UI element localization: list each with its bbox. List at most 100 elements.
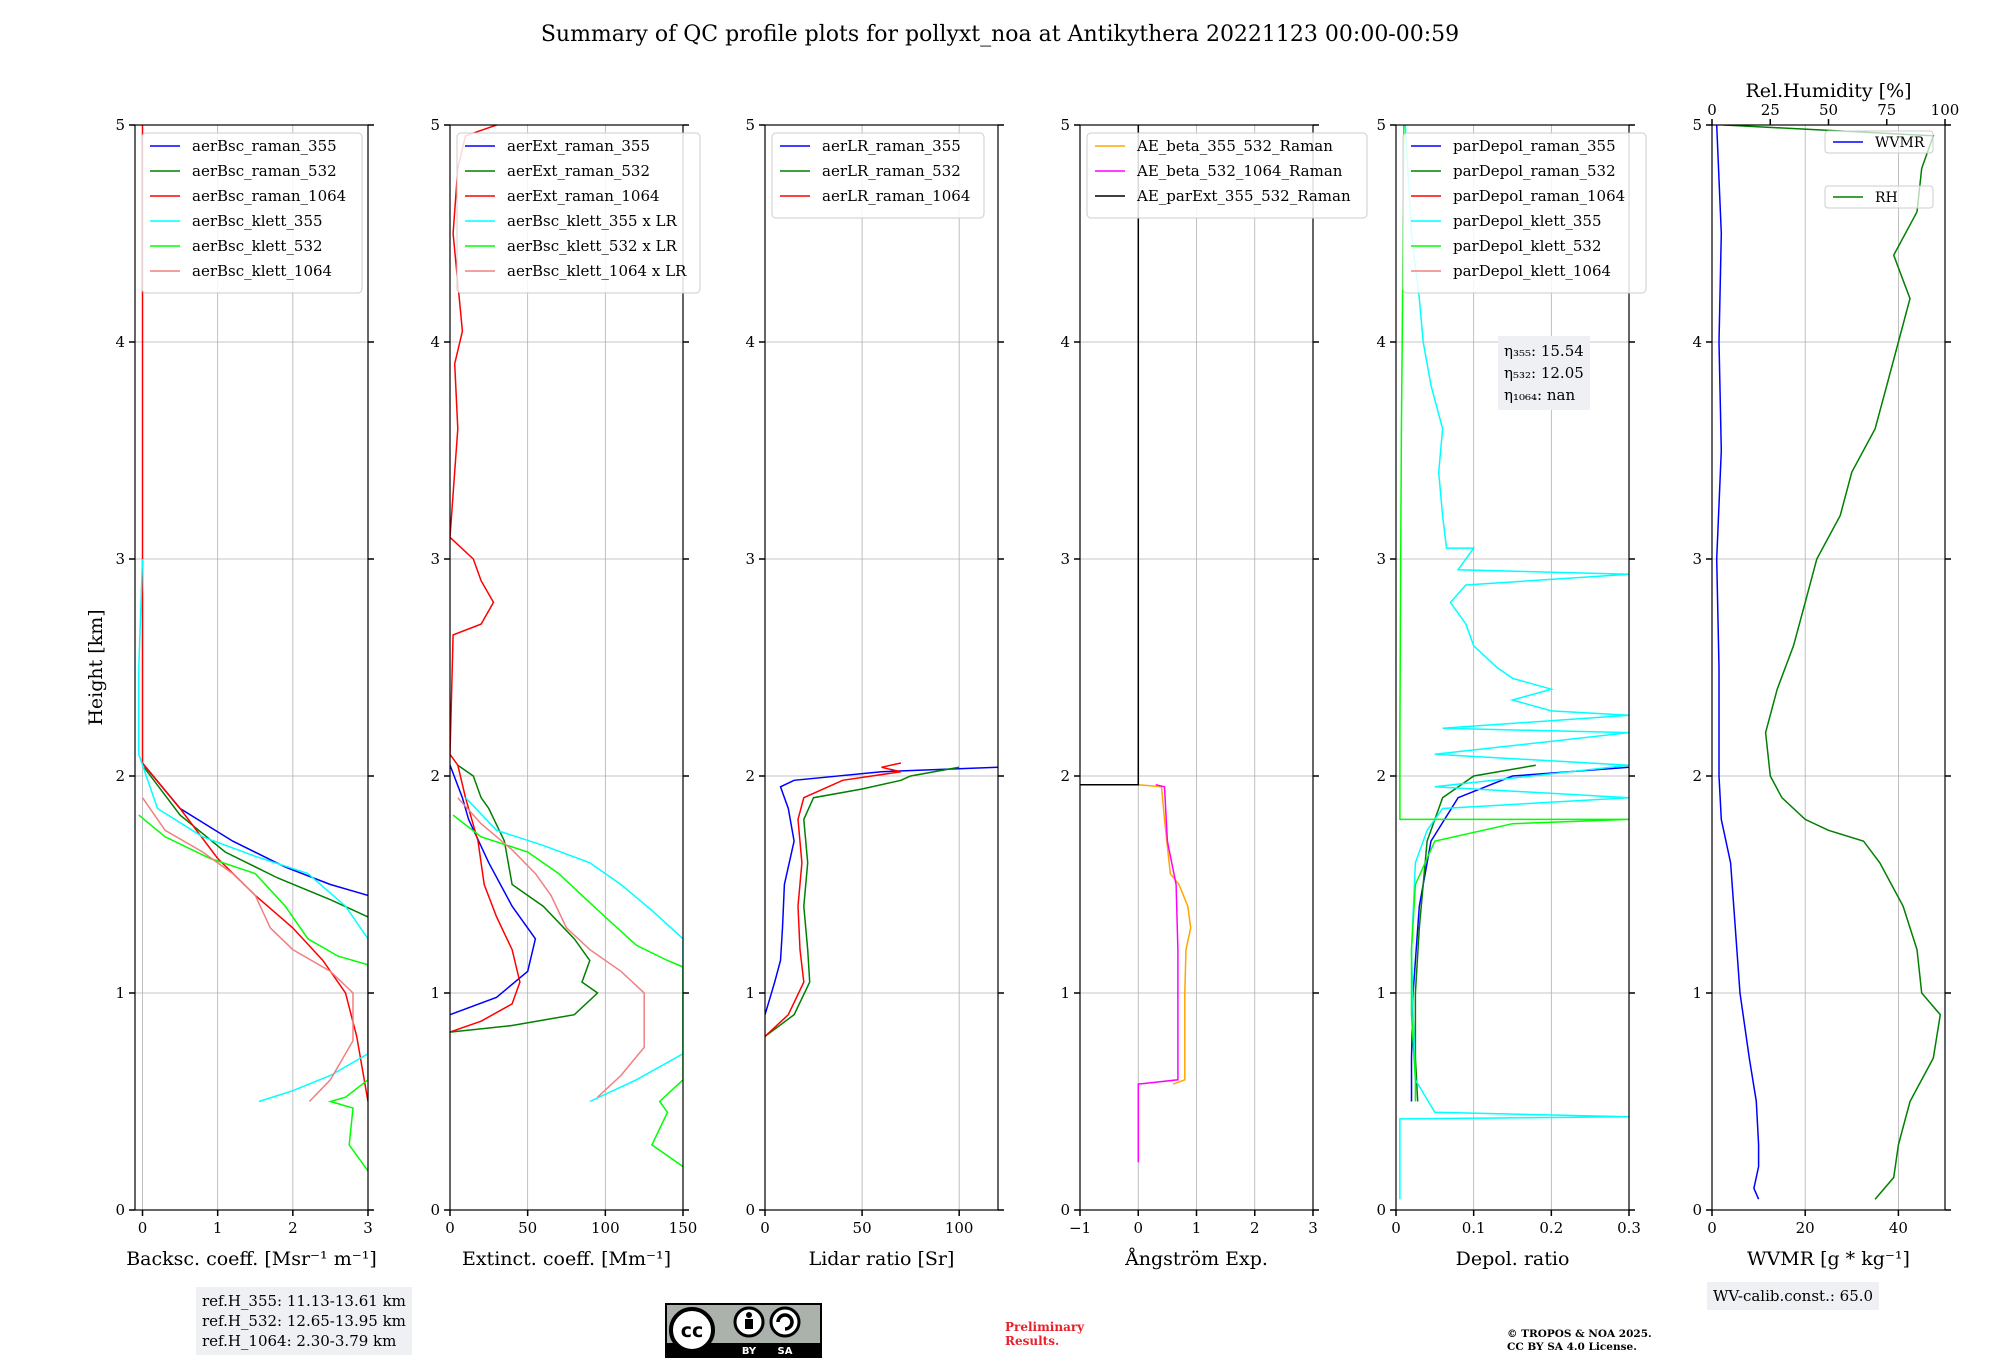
y-tick-label: 5 <box>1692 116 1702 134</box>
x2-tick-label: 75 <box>1877 101 1896 119</box>
ref-height-box: ref.H_355: 11.13-13.61 km ref.H_532: 12.… <box>196 1287 412 1355</box>
axes-frame <box>134 124 369 1211</box>
legend-label: aerBsc_raman_532 <box>192 162 337 180</box>
x-tick-label: 3 <box>363 1219 373 1237</box>
y-tick-label: 0 <box>430 1201 440 1219</box>
x-axis-label: Lidar ratio [Sr] <box>809 1248 955 1270</box>
y-tick-label: 0 <box>745 1201 755 1219</box>
series-line-aerBsc_klett_1064 x LR <box>457 797 645 1098</box>
series-group <box>1715 125 1942 1200</box>
y-tick-label: 3 <box>430 550 440 568</box>
y-tick-label: 1 <box>430 984 440 1002</box>
y-tick-label: 3 <box>1060 550 1070 568</box>
preliminary-line-2: Results. <box>1005 1334 1060 1348</box>
preliminary-note: Preliminary Results. <box>1005 1320 1084 1348</box>
x-tick-label: 40 <box>1889 1219 1908 1237</box>
x-axis-label: Extinct. coeff. [Mm⁻¹] <box>462 1248 671 1270</box>
legend-label: parDepol_raman_355 <box>1453 137 1616 155</box>
y-tick-label: 3 <box>115 550 125 568</box>
y-tick-label: 5 <box>1376 116 1386 134</box>
y-tick-label: 4 <box>745 333 755 351</box>
y-tick-label: 5 <box>1060 116 1070 134</box>
eta-355: η₃₅₅: 15.54 <box>1504 342 1584 360</box>
x2-tick-label: 25 <box>1761 101 1780 119</box>
eta-532: η₅₃₂: 12.05 <box>1504 364 1584 382</box>
x2-tick-label: 100 <box>1931 101 1960 119</box>
x-tick-label: 50 <box>518 1219 537 1237</box>
x-tick-label: 0 <box>760 1219 770 1237</box>
legend-label: aerExt_raman_1064 <box>507 187 660 205</box>
series-line-aerBsc_klett_532 x LR <box>452 814 683 1168</box>
x2-axis-label: Rel.Humidity [%] <box>1745 80 1911 102</box>
series-line-aerBsc_klett_1064 <box>141 797 354 1103</box>
legend-box <box>456 132 701 294</box>
y-tick-label: 2 <box>1376 767 1386 785</box>
legend-label: parDepol_klett_1064 <box>1453 262 1611 280</box>
series-line-parDepol_raman_532 <box>1414 764 1536 1102</box>
y-tick-label: 3 <box>1692 550 1702 568</box>
legend-box <box>141 132 363 294</box>
x-tick-label: 1 <box>1192 1219 1202 1237</box>
series-line-RH <box>1723 125 1942 1200</box>
ref-height-355: ref.H_355: 11.13-13.61 km <box>202 1292 406 1310</box>
x-tick-label: 2 <box>288 1219 298 1237</box>
legend-label: aerLR_raman_532 <box>822 162 961 180</box>
x-tick-label: 0 <box>445 1219 455 1237</box>
y-tick-label: 2 <box>115 767 125 785</box>
series-line-AE_beta_355_532_Raman <box>1138 783 1192 1085</box>
panel-depol: 0 0.1 0.2 0.3 0 1 2 3 4 5 Depol. ratio parDepol_ram… <box>1376 116 1647 1270</box>
series-line-aerExt_raman_532 <box>450 764 599 1033</box>
panel-ext: 0 50 100 150 0 1 2 3 4 5 Extinct. coeff. [Mm⁻¹] aer… <box>430 116 701 1270</box>
legend-label: aerExt_raman_532 <box>507 162 650 180</box>
figure-title: Summary of QC profile plots for pollyxt_… <box>540 22 1460 47</box>
legend-label: parDepol_raman_1064 <box>1453 187 1625 205</box>
y-tick-label: 4 <box>1060 333 1070 351</box>
panel-lr: 0 50 100 0 1 2 3 4 5 Lidar ratio [Sr] aerLR_raman_… <box>745 116 1004 1270</box>
y-tick-label: 4 <box>430 333 440 351</box>
y-tick-label: 2 <box>430 767 440 785</box>
ref-height-532: ref.H_532: 12.65-13.95 km <box>202 1312 406 1330</box>
wv-calib-box: WV-calib.const.: 65.0 <box>1707 1282 1880 1310</box>
cc-badge-text: cc <box>681 1320 704 1342</box>
x2-tick-label: 50 <box>1819 101 1838 119</box>
series-group <box>765 762 998 1038</box>
x-tick-label: 50 <box>853 1219 872 1237</box>
cc-by-sa-license-icon: cc BY SA <box>665 1303 822 1358</box>
axes-frame <box>449 124 684 1211</box>
y-tick-label: 1 <box>1376 984 1386 1002</box>
axes-frame <box>1711 124 1946 1211</box>
legend-box <box>1402 132 1647 294</box>
x-tick-label: 0 <box>138 1219 148 1237</box>
y-tick-label: 4 <box>115 333 125 351</box>
legend-label: aerBsc_raman_1064 <box>192 187 346 205</box>
copyright-line-2: CC BY SA 4.0 License. <box>1507 1341 1637 1353</box>
y-tick-label: 5 <box>430 116 440 134</box>
eta-box: η₃₅₅: 15.54 η₅₃₂: 12.05 η₁₀₆₄: nan <box>1498 336 1590 410</box>
y-tick-label: 0 <box>1060 1201 1070 1219</box>
series-line-aerBsc_klett_355 <box>138 558 368 1103</box>
legend-box <box>1824 130 1934 154</box>
legend-label: aerBsc_klett_355 x LR <box>507 212 678 230</box>
y-tick-label: 2 <box>745 767 755 785</box>
x-axis-label: Backsc. coeff. [Msr⁻¹ m⁻¹] <box>126 1248 377 1270</box>
y-tick-label: 5 <box>745 116 755 134</box>
ref-height-1064: ref.H_1064: 2.30-3.79 km <box>202 1332 397 1350</box>
x-tick-label: 2 <box>1250 1219 1260 1237</box>
series-line-aerBsc_klett_355 x LR <box>464 797 683 1103</box>
legend-label: AE_beta_532_1064_Raman <box>1136 162 1343 180</box>
x-tick-label: 100 <box>945 1219 974 1237</box>
x-tick-label: 0.3 <box>1617 1219 1641 1237</box>
series-group <box>1399 125 1629 1200</box>
axes-frame <box>1395 124 1630 1211</box>
x-tick-label: 150 <box>669 1219 698 1237</box>
series-group <box>138 125 368 1172</box>
x-tick-label: 20 <box>1796 1219 1815 1237</box>
y-tick-label: 3 <box>1376 550 1386 568</box>
y-tick-label: 0 <box>1692 1201 1702 1219</box>
y-tick-label: 2 <box>1060 767 1070 785</box>
y-tick-label: 3 <box>745 550 755 568</box>
legend-label: parDepol_klett_532 <box>1453 237 1602 255</box>
by-badge-text: BY <box>742 1346 757 1357</box>
eta-1064: η₁₀₆₄: nan <box>1504 386 1576 404</box>
